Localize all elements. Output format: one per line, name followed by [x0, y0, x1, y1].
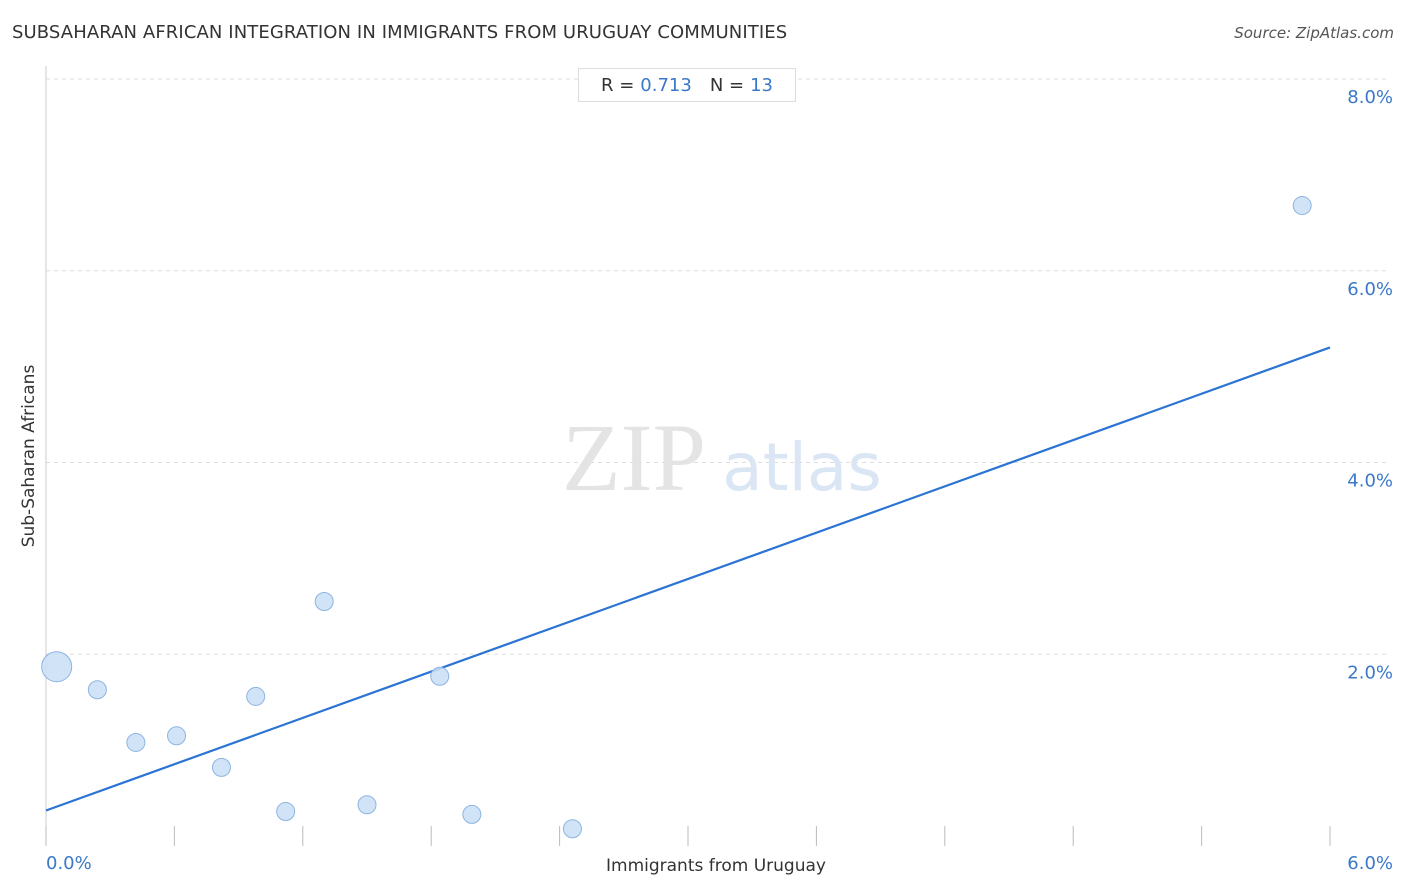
y-tick-label: 8.0%: [1347, 87, 1393, 108]
y-tick-label: 2.0%: [1347, 662, 1393, 683]
data-point: [41, 651, 73, 683]
data-point: [462, 804, 482, 824]
data-point: [126, 732, 146, 752]
data-point: [1292, 196, 1312, 216]
r-value: 0.713: [640, 74, 692, 96]
data-point: [314, 592, 334, 612]
data-point: [276, 801, 296, 821]
x-axis-label: Immigrants from Uruguay: [606, 856, 826, 876]
tick-labels: 2.0% 4.0% 6.0% 8.0% 0.0% 6.0%: [46, 87, 1393, 874]
data-point: [430, 666, 450, 686]
data-point: [87, 680, 107, 700]
watermark-atlas: atlas: [722, 429, 882, 506]
trend-line-group: [45, 346, 1331, 812]
n-label: N =: [709, 74, 745, 96]
r-label: R =: [600, 74, 635, 96]
data-point: [246, 686, 266, 706]
watermark-zip: ZIP: [562, 404, 706, 511]
data-point: [211, 757, 231, 777]
watermark: ZIP atlas: [562, 404, 882, 511]
data-points: [41, 196, 1312, 839]
stats-box: R = 0.713 N = 13: [578, 68, 796, 102]
data-point: [167, 726, 187, 746]
source-label: Source: ZipAtlas.com: [1234, 24, 1394, 42]
data-point: [562, 819, 582, 839]
grid-lines: [46, 78, 1390, 655]
chart-title: SUBSAHARAN AFRICAN INTEGRATION IN IMMIGR…: [12, 22, 788, 43]
x-tick-label: 0.0%: [46, 853, 92, 874]
y-tick-label: 6.0%: [1347, 279, 1393, 300]
y-tick-label: 4.0%: [1347, 471, 1393, 492]
data-point: [357, 795, 377, 815]
axes: [45, 66, 1331, 846]
n-value: 13: [750, 74, 774, 96]
trend-line: [45, 346, 1331, 812]
x-tick-label: 6.0%: [1347, 853, 1393, 874]
y-axis-label: Sub-Saharan Africans: [19, 365, 39, 548]
